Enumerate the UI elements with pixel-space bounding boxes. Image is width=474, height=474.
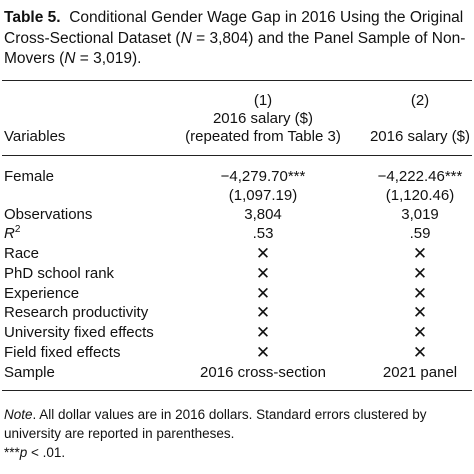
race-col1-x: ✕ — [255, 244, 271, 263]
research-col1-x: ✕ — [255, 303, 271, 322]
col1-number: (1) — [253, 92, 273, 109]
significance-stars: *** — [4, 445, 20, 460]
caption-n-symbol: N — [64, 50, 76, 67]
header-rule — [2, 155, 472, 156]
row-label-female: Female — [4, 168, 55, 185]
row-label-sample: Sample — [4, 364, 55, 381]
row-label-research-productivity: Research productivity — [4, 304, 149, 321]
note-body: . All dollar values are in 2016 dollars.… — [4, 407, 427, 441]
female-se-col1: (1,097.19) — [228, 187, 298, 204]
row-label-r-squared: R2 — [4, 225, 20, 243]
row-label-race: Race — [4, 245, 40, 262]
r-squared-col1: .53 — [252, 225, 274, 242]
row-label-observations: Observations — [4, 206, 93, 223]
col2-number: (2) — [410, 92, 430, 109]
col1-subtitle: (repeated from Table 3) — [185, 128, 341, 145]
r-squared-exponent: 2 — [14, 224, 21, 235]
p-symbol: p — [19, 445, 28, 460]
table-label: Table 5. — [4, 9, 61, 26]
experience-col1-x: ✕ — [255, 284, 271, 303]
bottom-rule — [2, 390, 472, 391]
phd-col2-x: ✕ — [412, 264, 428, 283]
female-se-col2: (1,120.46) — [385, 187, 455, 204]
field-col1-x: ✕ — [255, 343, 271, 362]
caption-n-symbol: N — [180, 29, 192, 47]
note-lead: Note — [4, 407, 33, 422]
univ-col2-x: ✕ — [412, 323, 428, 342]
caption-text-b: = 3,804) and the Panel Sample of Non-Mov… — [4, 29, 466, 68]
row-label-experience: Experience — [4, 285, 80, 302]
significance-threshold: < .01. — [27, 445, 66, 460]
observations-col2: 3,019 — [401, 206, 439, 223]
field-col2-x: ✕ — [412, 343, 428, 362]
race-col2-x: ✕ — [412, 244, 428, 263]
variables-header: Variables — [4, 128, 66, 145]
note-text: Note. All dollar values are in 2016 doll… — [4, 405, 470, 443]
col1-title: 2016 salary ($) — [212, 110, 314, 127]
phd-col1-x: ✕ — [255, 264, 271, 283]
row-label-field-fixed-effects: Field fixed effects — [4, 344, 121, 361]
observations-col1: 3,804 — [244, 206, 282, 223]
row-label-university-fixed-effects: University fixed effects — [4, 324, 154, 341]
r-squared-col2: .59 — [409, 225, 431, 242]
r-symbol: R — [4, 225, 15, 242]
sample-col1: 2016 cross-section — [200, 364, 326, 381]
caption-text-a: Conditional Gender Wage Gap in 2016 Usin… — [4, 9, 464, 47]
univ-col1-x: ✕ — [255, 323, 271, 342]
row-label-phd-school-rank: PhD school rank — [4, 265, 115, 282]
female-coef-col2: −4,222.46*** — [377, 168, 463, 185]
col2-title: 2016 salary ($) — [369, 128, 471, 145]
female-coef-col1: −4,279.70*** — [220, 168, 306, 185]
top-rule — [2, 80, 472, 81]
research-col2-x: ✕ — [412, 303, 428, 322]
experience-col2-x: ✕ — [412, 284, 428, 303]
significance-note: ***p < .01. — [4, 443, 470, 462]
table-caption: Table 5. Conditional Gender Wage Gap in … — [4, 8, 470, 70]
sample-col2: 2021 panel — [382, 364, 458, 381]
table-note: Note. All dollar values are in 2016 doll… — [4, 405, 470, 462]
caption-text-c: = 3,019). — [75, 50, 142, 67]
